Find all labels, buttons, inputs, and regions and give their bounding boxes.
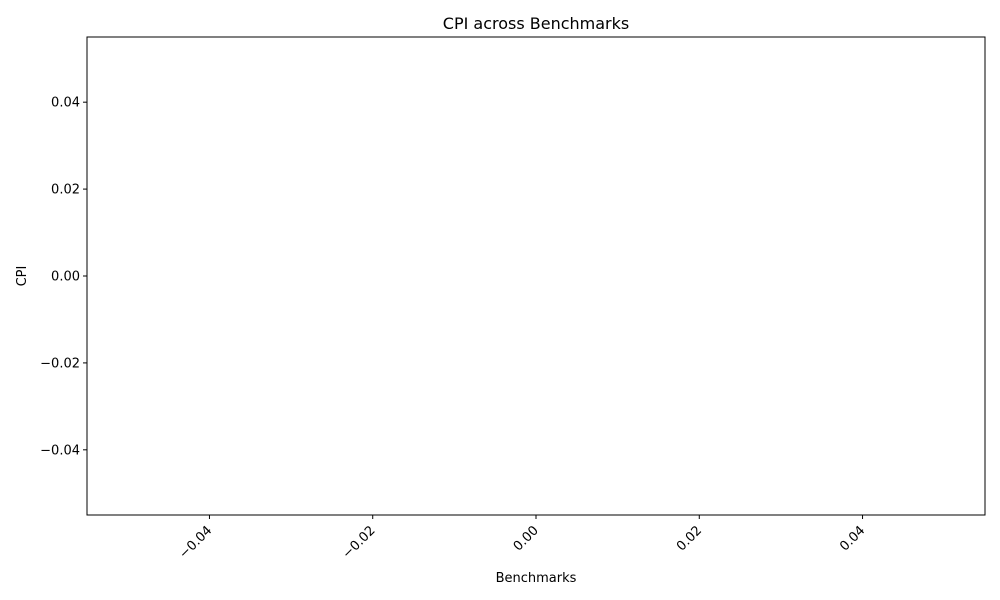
x-tick-label: 0.00 [511,523,542,554]
x-tick-label: 0.04 [837,523,868,554]
y-axis-ticks: 0.04 0.02 0.00 −0.02 −0.04 [40,96,87,458]
x-tick-label: −0.02 [340,523,379,562]
y-tick-label: −0.04 [40,443,80,458]
x-tick-label: 0.02 [674,523,705,554]
y-tick-label: 0.04 [51,96,80,111]
x-tick-label: −0.04 [177,523,216,562]
plot-area-frame [86,36,986,516]
y-tick-label: 0.00 [51,270,80,285]
y-axis-label: CPI [15,266,30,287]
x-axis-label: Benchmarks [496,571,577,586]
y-tick-label: 0.02 [51,183,80,198]
y-tick-label: −0.02 [40,356,80,371]
chart-title: CPI across Benchmarks [443,14,629,33]
x-axis-ticks: −0.04 −0.02 0.00 0.02 0.04 [177,515,868,562]
